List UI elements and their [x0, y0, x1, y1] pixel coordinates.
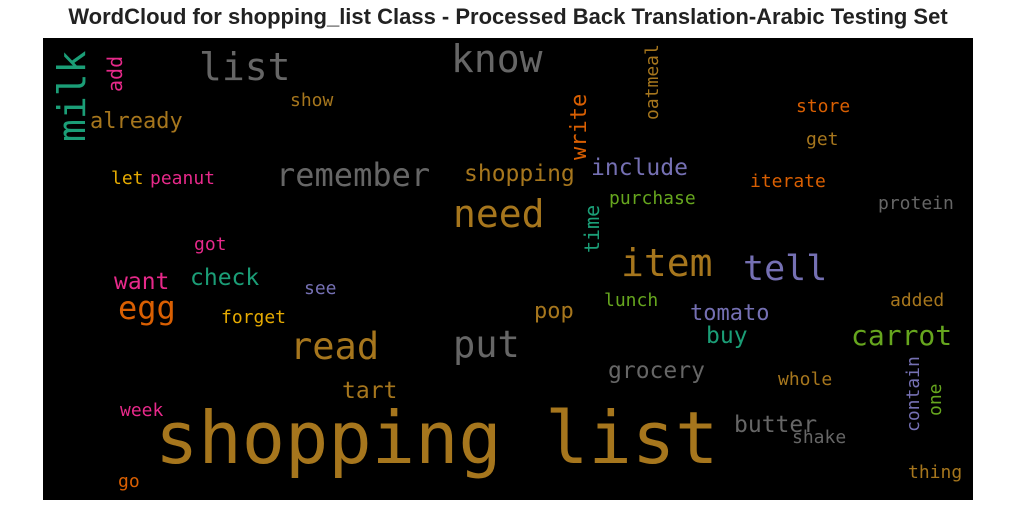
word-want: want: [114, 269, 170, 295]
word-tomato: tomato: [690, 301, 770, 326]
word-shake: shake: [792, 427, 847, 448]
word-go: go: [118, 471, 140, 492]
word-forget: forget: [221, 307, 287, 328]
word-add: add: [103, 55, 127, 92]
word-already: already: [90, 109, 183, 134]
word-purchase: purchase: [609, 188, 696, 209]
word-show: show: [290, 90, 334, 111]
word-write: write: [567, 93, 592, 160]
word-egg: egg: [118, 289, 176, 327]
word-tart: tart: [342, 378, 398, 404]
word-include: include: [591, 155, 688, 181]
word-buy: buy: [706, 323, 748, 349]
word-list: list: [199, 45, 291, 89]
word-grocery: grocery: [608, 358, 705, 384]
word-cloud: shopping list know list milk add already show o…: [43, 38, 973, 500]
word-item: item: [621, 241, 713, 285]
word-thing: thing: [908, 462, 963, 483]
word-put: put: [453, 323, 520, 366]
word-see: see: [304, 278, 337, 299]
word-whole: whole: [778, 369, 833, 390]
word-remember: remember: [276, 156, 431, 194]
word-time: time: [580, 204, 604, 253]
word-contain: contain: [903, 356, 924, 432]
word-one: one: [925, 383, 946, 416]
word-week: week: [120, 400, 164, 421]
word-know: know: [451, 38, 543, 81]
word-added: added: [890, 290, 945, 311]
word-get: get: [806, 129, 839, 150]
word-read: read: [290, 325, 380, 368]
word-store: store: [796, 96, 851, 117]
word-lunch: lunch: [604, 290, 659, 311]
word-shopping: shopping: [464, 161, 575, 187]
word-let: let: [111, 168, 144, 189]
word-milk: milk: [50, 50, 94, 142]
word-peanut: peanut: [150, 168, 216, 189]
word-need: need: [453, 192, 545, 236]
word-butter: butter: [734, 412, 818, 438]
word-carrot: carrot: [851, 319, 953, 352]
word-shopping-list: shopping list: [155, 396, 719, 480]
word-got: got: [194, 234, 227, 255]
chart-title: WordCloud for shopping_list Class - Proc…: [68, 4, 948, 29]
word-tell: tell: [743, 249, 828, 289]
word-iterate: iterate: [750, 171, 826, 192]
word-oatmeal: oatmeal: [642, 44, 663, 120]
word-pop: pop: [534, 299, 574, 324]
word-protein: protein: [878, 193, 954, 214]
word-check: check: [190, 265, 260, 291]
